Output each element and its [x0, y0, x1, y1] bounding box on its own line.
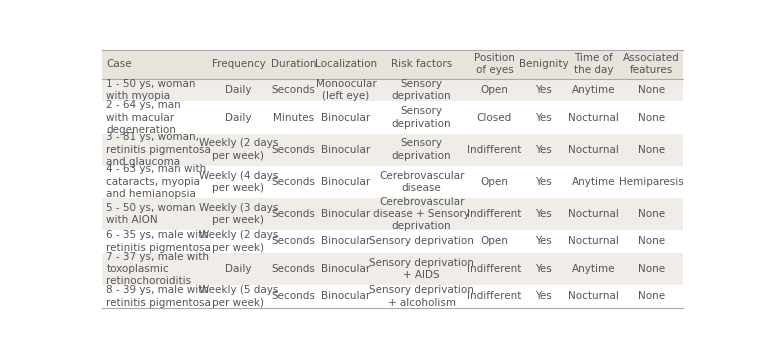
Text: Yes: Yes [535, 209, 552, 219]
Text: None: None [638, 209, 665, 219]
Text: Indifferent: Indifferent [467, 264, 522, 274]
Text: Open: Open [480, 236, 509, 246]
Text: Benignity: Benignity [519, 59, 568, 69]
Text: Yes: Yes [535, 112, 552, 122]
Text: Daily: Daily [225, 112, 252, 122]
Text: 7 - 37 ys, male with
toxoplasmic
retinochoroiditis: 7 - 37 ys, male with toxoplasmic retinoc… [106, 252, 209, 287]
Text: Nocturnal: Nocturnal [568, 209, 619, 219]
Text: Indifferent: Indifferent [467, 144, 522, 155]
Text: Hemiparesis: Hemiparesis [619, 177, 684, 187]
Text: Yes: Yes [535, 85, 552, 95]
Text: Nocturnal: Nocturnal [568, 291, 619, 302]
Text: Binocular: Binocular [322, 209, 371, 219]
Bar [102, 198, 683, 230]
Text: 1 - 50 ys, woman
with myopia: 1 - 50 ys, woman with myopia [106, 79, 196, 101]
Text: Cerebrovascular
disease: Cerebrovascular disease [379, 171, 464, 193]
Text: Sensory
deprivation: Sensory deprivation [392, 106, 451, 129]
Text: None: None [638, 112, 665, 122]
Text: None: None [638, 264, 665, 274]
Text: 6 - 35 ys, male with
retinitis pigmentosa: 6 - 35 ys, male with retinitis pigmentos… [106, 230, 211, 253]
Text: Seconds: Seconds [272, 209, 316, 219]
Text: Risk factors: Risk factors [391, 59, 452, 69]
Bar [102, 285, 683, 308]
Text: 8 - 39 ys, male with
retinitis pigmentosa: 8 - 39 ys, male with retinitis pigmentos… [106, 285, 211, 308]
Text: Time of
the day: Time of the day [574, 53, 613, 75]
Text: Binocular: Binocular [322, 177, 371, 187]
Bar [102, 230, 683, 253]
Text: Seconds: Seconds [272, 291, 316, 302]
Bar [102, 79, 683, 102]
Text: Frequency: Frequency [211, 59, 265, 69]
Text: Binocular: Binocular [322, 144, 371, 155]
Text: 4 - 63 ys, man with
cataracts, myopia
and hemianopsia: 4 - 63 ys, man with cataracts, myopia an… [106, 164, 207, 199]
Text: None: None [638, 85, 665, 95]
Text: Weekly (2 days
per week): Weekly (2 days per week) [198, 139, 278, 161]
Text: Anytime: Anytime [571, 177, 615, 187]
Text: Daily: Daily [225, 85, 252, 95]
Text: 3 - 81 ys, woman,
retinitis pigmentosa
and glaucoma: 3 - 81 ys, woman, retinitis pigmentosa a… [106, 132, 211, 167]
Text: Yes: Yes [535, 236, 552, 246]
Text: None: None [638, 144, 665, 155]
Text: Weekly (5 days
per week): Weekly (5 days per week) [198, 285, 278, 308]
Text: Associated
features: Associated features [623, 53, 680, 75]
Text: Binocular: Binocular [322, 112, 371, 122]
Text: Binocular: Binocular [322, 264, 371, 274]
Text: Seconds: Seconds [272, 177, 316, 187]
Text: Seconds: Seconds [272, 236, 316, 246]
Text: Yes: Yes [535, 264, 552, 274]
Text: Open: Open [480, 85, 509, 95]
Text: Yes: Yes [535, 144, 552, 155]
Text: Closed: Closed [476, 112, 512, 122]
Text: Sensory deprivation: Sensory deprivation [369, 236, 474, 246]
Text: Binocular: Binocular [322, 291, 371, 302]
Text: Position
of eyes: Position of eyes [474, 53, 515, 75]
Bar [102, 253, 683, 285]
Text: Sensory
deprivation: Sensory deprivation [392, 79, 451, 101]
Text: Sensory deprivation
+ AIDS: Sensory deprivation + AIDS [369, 258, 474, 280]
Text: Binocular: Binocular [322, 236, 371, 246]
Text: 5 - 50 ys, woman
with AION: 5 - 50 ys, woman with AION [106, 203, 196, 225]
Bar [102, 134, 683, 166]
Text: Monoocular
(left eye): Monoocular (left eye) [316, 79, 376, 101]
Text: Anytime: Anytime [571, 264, 615, 274]
Text: None: None [638, 236, 665, 246]
Text: Seconds: Seconds [272, 85, 316, 95]
Text: Seconds: Seconds [272, 144, 316, 155]
Text: Sensory
deprivation: Sensory deprivation [392, 139, 451, 161]
Bar [102, 50, 683, 79]
Bar [102, 166, 683, 198]
Text: Anytime: Anytime [571, 85, 615, 95]
Text: Nocturnal: Nocturnal [568, 144, 619, 155]
Text: Weekly (4 days
per week): Weekly (4 days per week) [198, 171, 278, 193]
Text: Daily: Daily [225, 264, 252, 274]
Text: Weekly (2 days
per week): Weekly (2 days per week) [198, 230, 278, 253]
Text: Localization: Localization [315, 59, 377, 69]
Text: Open: Open [480, 177, 509, 187]
Text: Case: Case [106, 59, 132, 69]
Bar [102, 102, 683, 134]
Text: 2 - 64 ys, man
with macular
degeneration: 2 - 64 ys, man with macular degeneration [106, 100, 182, 135]
Text: None: None [638, 291, 665, 302]
Text: Yes: Yes [535, 177, 552, 187]
Text: Indifferent: Indifferent [467, 291, 522, 302]
Text: Minutes: Minutes [273, 112, 314, 122]
Text: Cerebrovascular
disease + Sensory
deprivation: Cerebrovascular disease + Sensory depriv… [373, 196, 470, 231]
Text: Duration: Duration [271, 59, 316, 69]
Text: Yes: Yes [535, 291, 552, 302]
Text: Indifferent: Indifferent [467, 209, 522, 219]
Text: Weekly (3 days
per week): Weekly (3 days per week) [198, 203, 278, 225]
Text: Nocturnal: Nocturnal [568, 236, 619, 246]
Text: Sensory deprivation
+ alcoholism: Sensory deprivation + alcoholism [369, 285, 474, 308]
Text: Seconds: Seconds [272, 264, 316, 274]
Text: Nocturnal: Nocturnal [568, 112, 619, 122]
